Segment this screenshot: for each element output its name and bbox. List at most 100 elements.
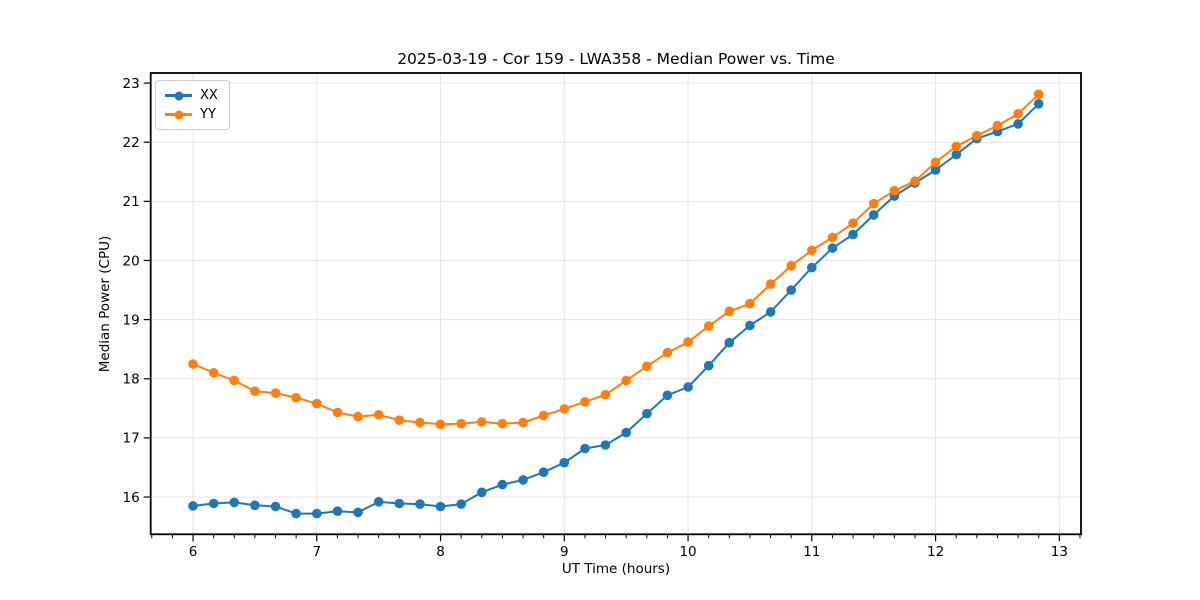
data-point-yy xyxy=(910,176,920,186)
data-point-xx xyxy=(683,382,693,392)
y-tick-label: 22 xyxy=(123,135,140,151)
data-point-xx xyxy=(415,499,425,509)
data-point-yy xyxy=(477,417,487,427)
data-point-xx xyxy=(642,408,652,419)
series-line-xx xyxy=(192,102,1040,515)
data-point-xx xyxy=(353,507,363,518)
x-tick-label: 11 xyxy=(803,544,820,560)
data-point-yy xyxy=(745,298,755,309)
data-point-yy xyxy=(312,398,322,409)
data-point-xx xyxy=(1013,119,1023,129)
data-point-xx xyxy=(208,498,219,509)
data-point-xx xyxy=(951,149,962,160)
legend-item-xx: XX xyxy=(165,86,218,105)
data-point-xx xyxy=(188,501,198,511)
data-point-yy xyxy=(889,185,900,196)
data-point-yy xyxy=(662,347,673,358)
data-point-xx xyxy=(724,337,735,348)
data-point-yy xyxy=(270,388,281,398)
data-point-yy xyxy=(188,359,198,369)
grid-lines xyxy=(150,73,1081,535)
x-axis-label: UT Time (hours) xyxy=(562,561,670,577)
data-point-xx xyxy=(786,285,796,295)
data-point-yy xyxy=(518,417,528,428)
data-point-xx xyxy=(868,210,879,220)
legend-line-marker-yy xyxy=(165,110,192,119)
data-point-xx xyxy=(456,499,467,509)
axes-frame xyxy=(149,72,1082,536)
data-point-yy xyxy=(580,397,590,407)
legend-item-yy: YY xyxy=(165,105,218,124)
x-tick-label: 12 xyxy=(927,544,944,560)
data-point-xx xyxy=(827,243,838,253)
data-point-yy xyxy=(497,418,508,429)
data-point-xx xyxy=(745,320,755,331)
data-point-yy xyxy=(807,245,817,256)
data-point-yy xyxy=(456,418,467,429)
data-point-yy xyxy=(1013,109,1023,119)
data-point-yy xyxy=(291,392,301,403)
data-point-xx xyxy=(373,497,384,507)
data-point-yy xyxy=(250,386,260,397)
data-point-xx xyxy=(229,497,239,508)
y-axis-label: Median Power (CPU) xyxy=(97,236,113,372)
data-point-xx xyxy=(600,440,611,450)
data-point-xx xyxy=(559,457,570,468)
data-point-xx xyxy=(765,307,776,317)
tick-labels: 6 7 8 9 10 11 12 13 16 17 18 19 20 21 22 23 xyxy=(123,76,1068,560)
data-point-xx xyxy=(291,508,301,519)
data-point-yy xyxy=(992,120,1003,131)
y-tick-label: 17 xyxy=(123,431,140,447)
y-tick-label: 23 xyxy=(123,76,140,92)
x-tick-label: 6 xyxy=(189,544,198,560)
legend: XX YY xyxy=(155,80,230,130)
data-point-xx xyxy=(930,165,941,175)
data-point-yy xyxy=(848,218,858,228)
data-point-yy xyxy=(229,375,239,386)
x-tick-label: 8 xyxy=(436,544,445,560)
data-point-yy xyxy=(683,337,693,347)
x-tick-label: 9 xyxy=(560,544,569,560)
data-point-yy xyxy=(951,141,962,152)
data-point-yy xyxy=(827,232,838,243)
data-point-xx xyxy=(250,500,260,511)
data-point-yy xyxy=(538,410,549,421)
data-point-yy xyxy=(353,411,363,422)
y-tick-label: 20 xyxy=(123,253,140,269)
data-point-yy xyxy=(930,157,941,168)
data-point-xx xyxy=(580,443,590,454)
data-point-yy xyxy=(642,361,652,372)
data-point-xx xyxy=(270,501,281,512)
data-point-yy xyxy=(1033,89,1044,100)
data-point-yy xyxy=(208,368,219,378)
data-point-yy xyxy=(621,375,631,386)
data-point-xx xyxy=(332,506,343,516)
legend-label-yy: YY xyxy=(200,107,216,122)
data-point-xx xyxy=(807,262,817,273)
data-series xyxy=(188,89,1044,519)
data-point-yy xyxy=(373,410,384,420)
y-tick-label: 21 xyxy=(123,194,140,210)
data-point-xx xyxy=(848,229,858,240)
y-tick-label: 18 xyxy=(123,372,140,388)
legend-label-xx: XX xyxy=(200,88,218,103)
data-point-yy xyxy=(600,389,611,400)
legend-line-marker-xx xyxy=(165,91,192,100)
x-tick-label: 10 xyxy=(679,544,696,560)
data-point-xx xyxy=(538,467,549,478)
data-point-xx xyxy=(518,475,528,485)
data-point-xx xyxy=(312,508,322,519)
data-point-yy xyxy=(765,279,776,289)
data-point-yy xyxy=(415,417,425,428)
series-line-yy xyxy=(192,93,1040,426)
data-point-xx xyxy=(1033,99,1044,109)
data-point-xx xyxy=(435,501,446,512)
data-point-yy xyxy=(868,198,879,209)
data-point-yy xyxy=(724,306,735,317)
data-point-xx xyxy=(497,479,508,490)
data-point-yy xyxy=(972,130,982,141)
data-point-xx xyxy=(703,360,714,371)
data-point-xx xyxy=(662,390,673,401)
data-point-xx xyxy=(477,487,487,498)
